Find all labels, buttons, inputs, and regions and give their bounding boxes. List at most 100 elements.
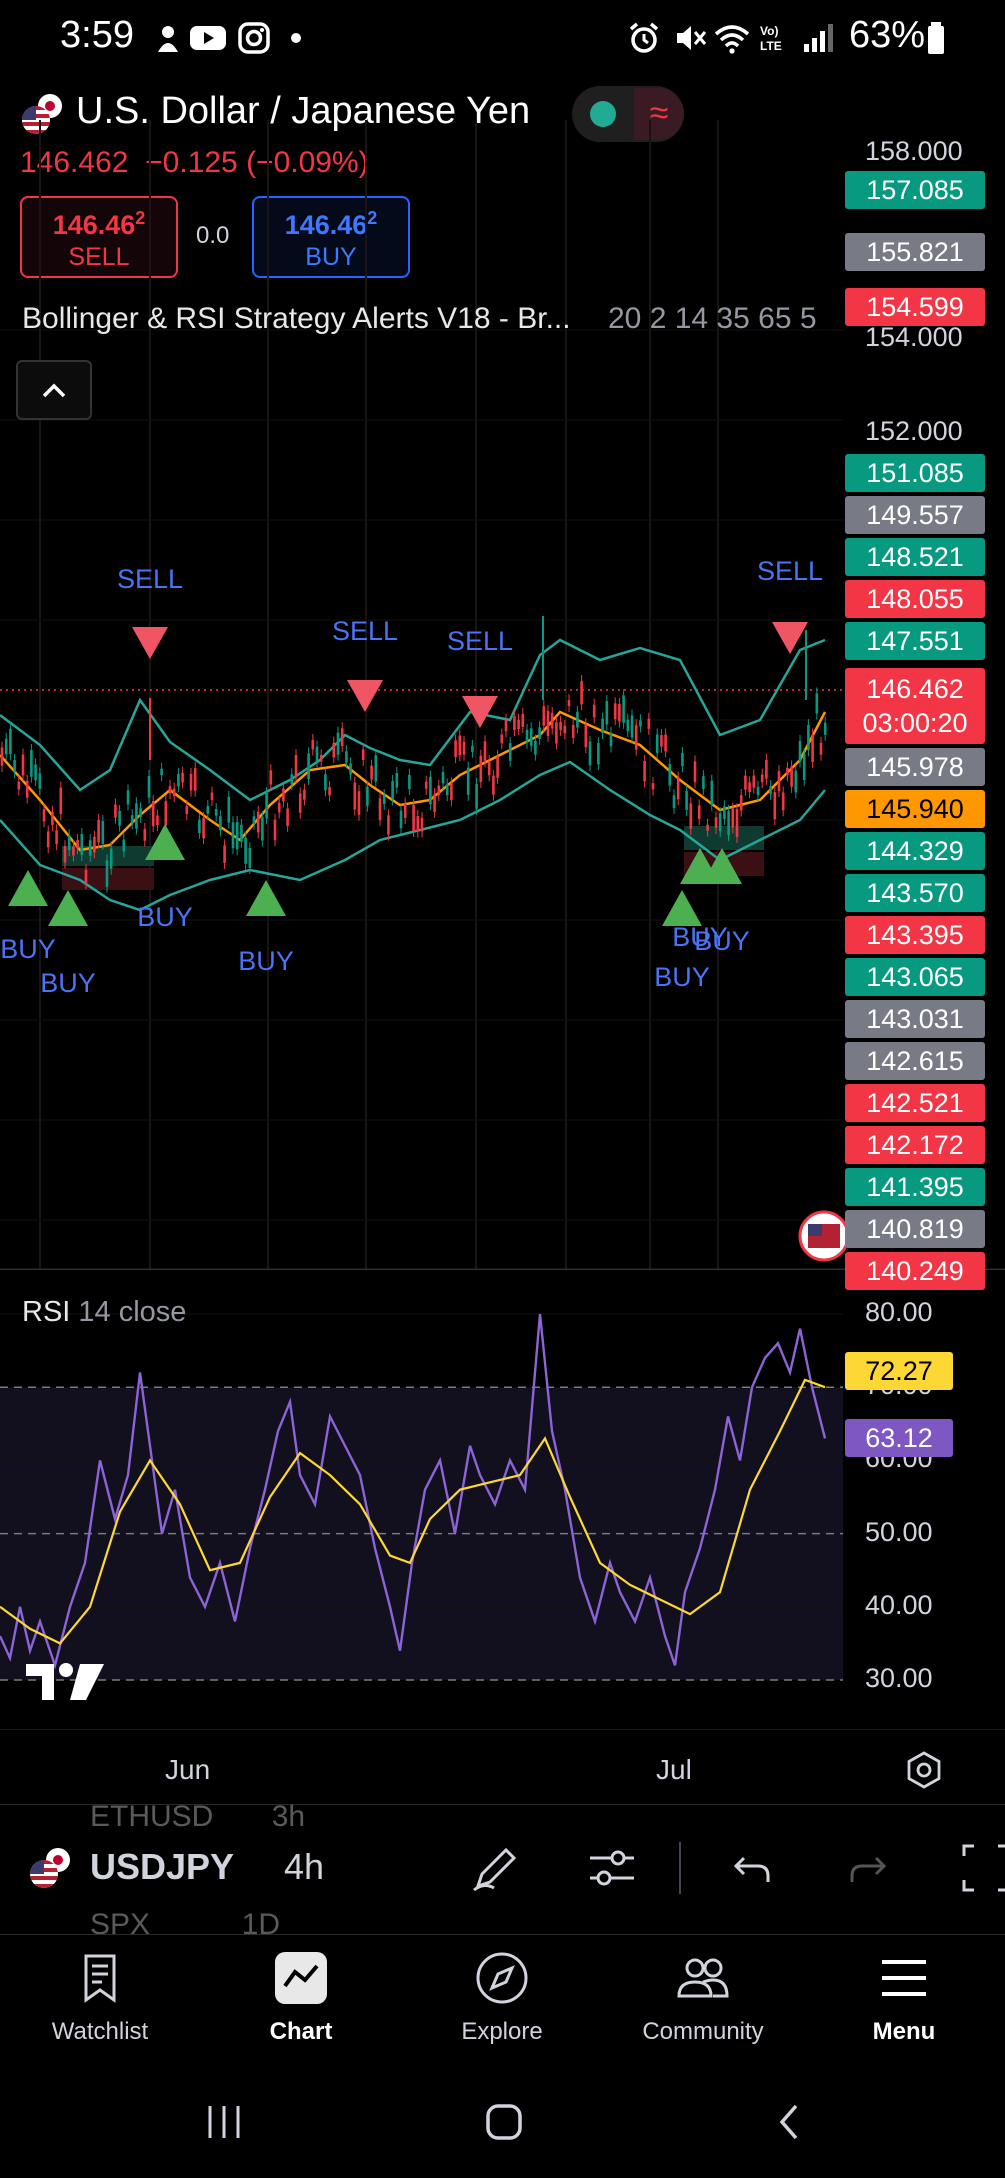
candle <box>685 791 688 810</box>
collapse-indicators-button[interactable] <box>16 360 92 420</box>
faded-symbol-above[interactable]: ETHUSD 3h <box>90 1800 305 1834</box>
buy-signal-label: BUY <box>0 934 56 964</box>
buy-zone <box>62 846 154 866</box>
candle <box>613 703 617 720</box>
candle <box>609 732 613 747</box>
undo-icon[interactable] <box>724 1842 776 1894</box>
candle <box>496 756 499 778</box>
candle <box>588 741 592 766</box>
candle <box>294 755 298 778</box>
price-change: −0.125 <box>145 146 238 179</box>
fullscreen-icon[interactable] <box>958 1842 1005 1894</box>
nav-menu-label: Menu <box>872 2018 936 2045</box>
candle <box>790 766 793 787</box>
candle <box>693 761 697 783</box>
candle <box>744 775 747 790</box>
sell-pip: 2 <box>135 208 146 228</box>
candle <box>492 775 495 795</box>
rsi-params: 14 close <box>78 1296 187 1328</box>
wave-icon[interactable]: ≈ <box>634 88 684 140</box>
candle <box>664 734 667 752</box>
candle <box>517 719 520 729</box>
price-level-tag: 142.521 <box>845 1084 985 1122</box>
redo-icon[interactable] <box>844 1842 896 1894</box>
candle <box>340 728 344 747</box>
candle <box>773 792 777 820</box>
buy-signal-arrow <box>246 880 286 916</box>
price-level-tag: 148.521 <box>845 538 985 576</box>
price-level-tag: 145.978 <box>845 748 985 786</box>
rsi-line <box>0 1313 827 1670</box>
candle <box>315 746 319 762</box>
svg-text:Vo): Vo) <box>760 24 778 38</box>
rsi-label[interactable]: RSI 14 close <box>22 1296 186 1329</box>
recent-apps-icon[interactable] <box>200 2098 248 2146</box>
candle <box>202 818 205 839</box>
chart-settings-icon[interactable] <box>904 1750 944 1790</box>
faded-symbol-above-interval: 3h <box>271 1800 306 1833</box>
symbol-title[interactable]: U.S. Dollar / Japanese Yen <box>76 90 531 132</box>
sell-button[interactable]: 146.462 SELL <box>20 196 178 278</box>
buy-signal-arrow <box>8 870 48 906</box>
price-level-tag: 142.615 <box>845 1042 985 1080</box>
nav-chart[interactable]: Chart <box>211 1950 391 2046</box>
candle <box>765 759 768 779</box>
back-icon[interactable] <box>766 2098 814 2146</box>
nav-community[interactable]: Community <box>613 1950 793 2046</box>
candle <box>361 749 365 761</box>
candle <box>735 809 739 837</box>
candle <box>290 774 294 785</box>
toolbar-flag-icon[interactable] <box>28 1846 72 1890</box>
drawing-tools-icon[interactable] <box>470 1842 522 1894</box>
candle <box>811 734 814 762</box>
candle <box>177 773 180 787</box>
us-flag-icon[interactable] <box>20 92 64 136</box>
candle <box>550 713 554 729</box>
indicator-name[interactable]: Bollinger & RSI Strategy Alerts V18 - Br… <box>22 302 571 335</box>
candle <box>252 816 256 824</box>
price-level-tag: 157.085 <box>845 171 985 209</box>
candle <box>752 775 756 788</box>
candle <box>214 809 218 816</box>
interval-selector[interactable]: 4h <box>284 1846 325 1887</box>
price-level-tag: 145.940 <box>845 790 985 828</box>
symbol-selector[interactable]: USDJPY <box>90 1846 235 1887</box>
candle <box>458 735 462 756</box>
price-level-tag: 151.085 <box>845 454 985 492</box>
price-level-tag: 143.570 <box>845 874 985 912</box>
candle <box>122 839 126 852</box>
indicators-settings-icon[interactable] <box>586 1842 638 1894</box>
mute-icon <box>677 26 707 50</box>
nav-watchlist[interactable]: Watchlist <box>10 1950 190 2046</box>
nav-explore[interactable]: Explore <box>412 1950 592 2046</box>
candle <box>513 716 516 731</box>
candle <box>429 776 432 805</box>
candle <box>51 811 54 825</box>
candle <box>437 785 441 796</box>
rsi-chart[interactable] <box>0 1270 1005 1730</box>
candle <box>823 722 827 735</box>
buy-button[interactable]: 146.462 BUY <box>252 196 410 278</box>
faded-symbol-below-name: SPX <box>90 1908 151 1941</box>
candle <box>668 764 672 786</box>
candle <box>244 837 247 864</box>
candle <box>416 816 420 832</box>
toolbar-divider <box>679 1842 681 1894</box>
nav-chart-label: Chart <box>269 2018 333 2045</box>
candle <box>479 755 483 782</box>
candle <box>227 796 231 823</box>
candle <box>769 786 772 794</box>
candle <box>269 770 273 785</box>
candle <box>353 782 357 810</box>
home-icon[interactable] <box>480 2098 528 2146</box>
faded-symbol-below[interactable]: SPX 1D <box>90 1908 280 1942</box>
candle <box>298 793 302 813</box>
candle <box>441 772 445 784</box>
candle <box>97 819 100 843</box>
candle <box>374 755 378 782</box>
nav-menu[interactable]: Menu <box>814 1950 994 2046</box>
candle <box>605 700 609 725</box>
community-icon <box>677 1958 729 1998</box>
candle <box>412 804 415 832</box>
